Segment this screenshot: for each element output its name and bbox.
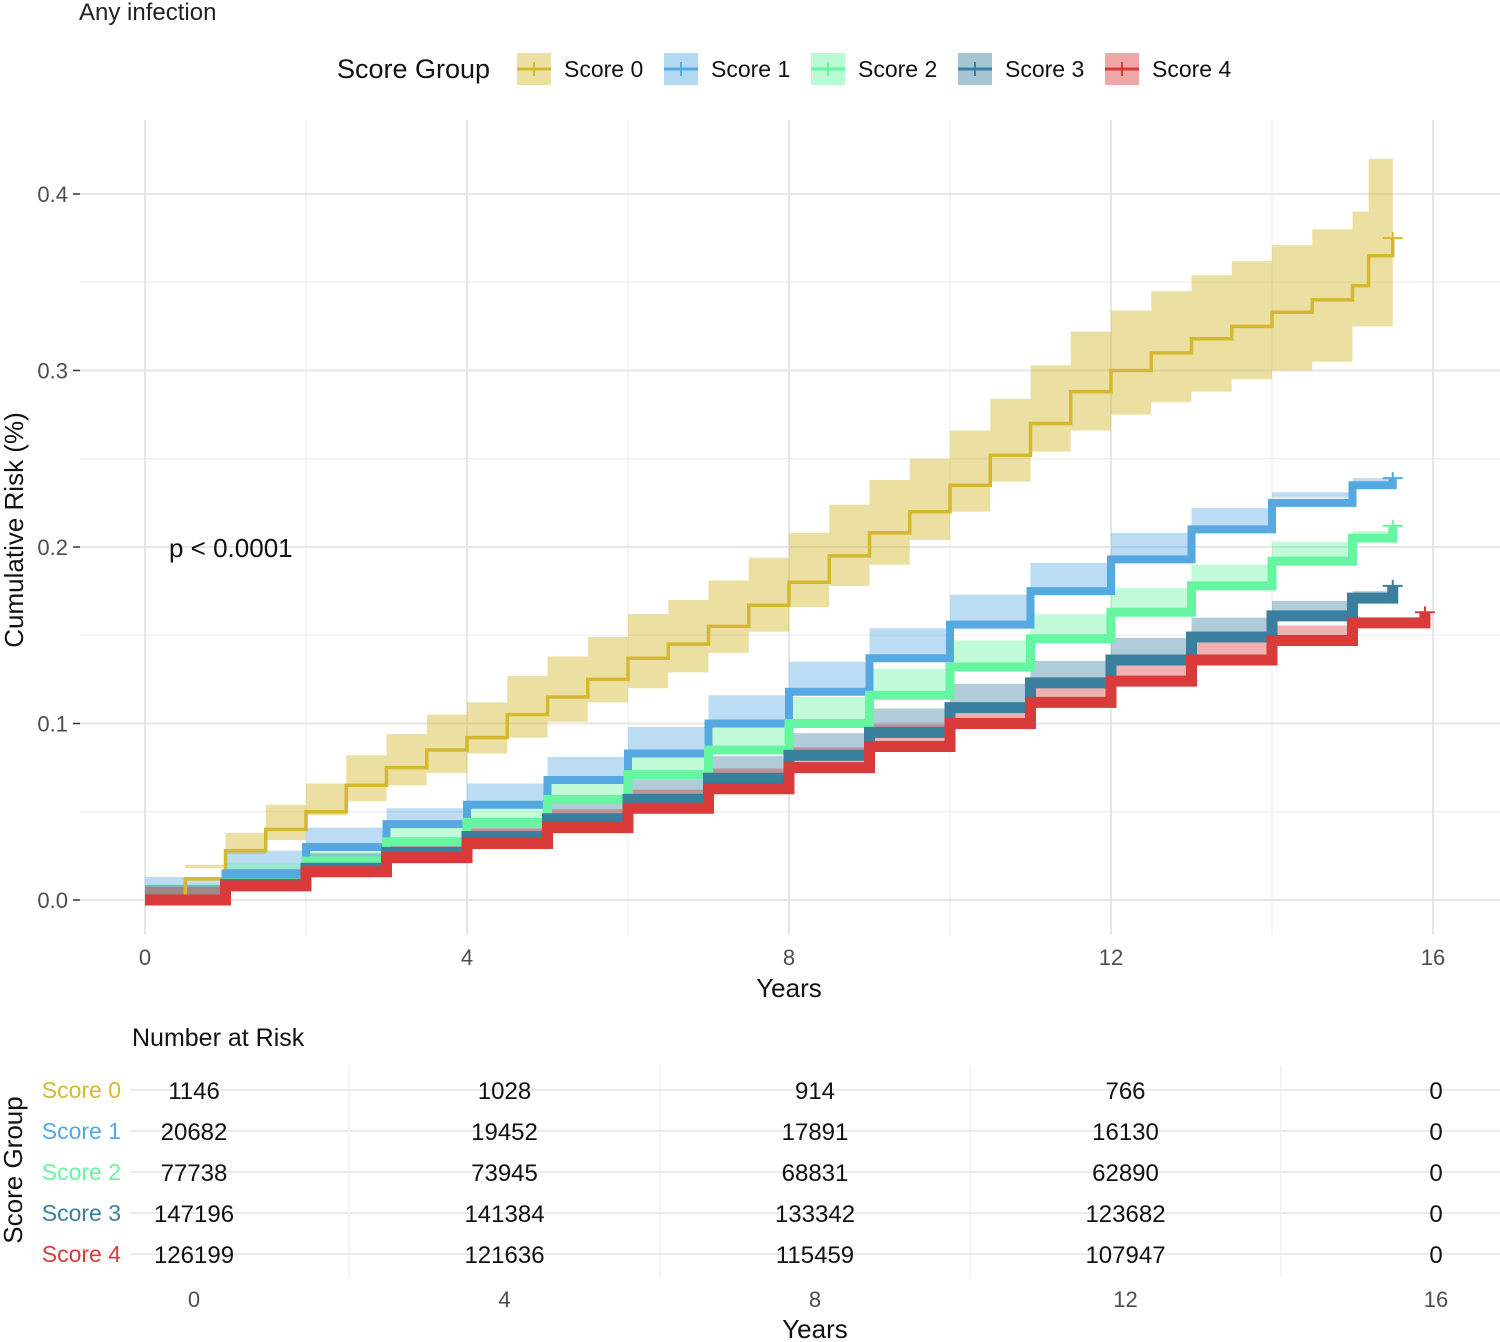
risk-cell: 123682 (1085, 1201, 1165, 1228)
risk-row-label: Score 3 (42, 1200, 121, 1226)
legend: Score Group Score 0 Score 1 Score 2 Score 3… (337, 53, 1231, 85)
risk-cell: 0 (1429, 1201, 1442, 1228)
ci-band-score-2 (145, 520, 1393, 900)
legend-item-score-1: Score 1 (664, 53, 790, 85)
risk-cell: 20682 (161, 1119, 228, 1146)
km-curve-score-0 (145, 238, 1395, 902)
legend-title: Score Group (337, 54, 490, 84)
risk-cell: 107947 (1085, 1242, 1165, 1269)
risk-row-label: Score 0 (42, 1077, 121, 1103)
legend-label: Score 2 (858, 56, 937, 82)
y-tick-label: 0.2 (37, 535, 68, 560)
risk-row-label: Score 4 (42, 1241, 121, 1267)
risk-row-label: Score 2 (42, 1159, 121, 1185)
y-axis-label: Cumulative Risk (%) (0, 412, 29, 648)
y-tick-label: 0.4 (37, 182, 68, 207)
legend-label: Score 1 (711, 56, 790, 82)
ci-band-score-0 (145, 158, 1393, 900)
ci-band-score-1 (145, 467, 1393, 900)
risk-table-panel: 0 4 8 12 16 Score 0 1146 1028 914 766 0 Score 1 2068… (42, 1065, 1500, 1312)
risk-cell: 17891 (782, 1119, 849, 1146)
risk-x-tick-label: 16 (1424, 1287, 1448, 1312)
x-tick-label: 16 (1421, 945, 1445, 970)
km-curve-score-4 (145, 612, 1431, 906)
risk-cell: 68831 (782, 1160, 849, 1187)
risk-cell: 121636 (464, 1242, 544, 1269)
risk-cell: 0 (1429, 1160, 1442, 1187)
risk-x-tick-label: 4 (498, 1287, 510, 1312)
legend-item-score-2: Score 2 (811, 53, 937, 85)
risk-table-y-label: Score Group (0, 1096, 28, 1243)
risk-cell: 62890 (1092, 1160, 1159, 1187)
legend-label: Score 0 (564, 56, 643, 82)
risk-cell: 19452 (471, 1119, 538, 1146)
x-axis-label: Years (756, 973, 822, 1003)
risk-cell: 16130 (1092, 1119, 1159, 1146)
x-tick-label: 0 (139, 945, 151, 970)
risk-cell: 133342 (775, 1201, 855, 1228)
legend-items: Score 0 Score 1 Score 2 Score 3 Score 4 (517, 53, 1231, 85)
risk-x-tick-label: 8 (809, 1287, 821, 1312)
x-tick-label: 8 (783, 945, 795, 970)
y-tick-label: 0.1 (37, 712, 68, 737)
legend-item-score-3: Score 3 (958, 53, 1084, 85)
risk-cell: 77738 (161, 1160, 228, 1187)
y-tick-label: 0.3 (37, 359, 68, 384)
risk-cell: 1028 (478, 1078, 531, 1105)
risk-cell: 0 (1429, 1119, 1442, 1146)
risk-cell: 73945 (471, 1160, 538, 1187)
risk-cell: 1146 (168, 1078, 220, 1105)
legend-item-score-0: Score 0 (517, 53, 643, 85)
ci-band-score-4 (145, 603, 1425, 900)
plot-title: Any infection (79, 0, 216, 26)
risk-cell: 147196 (154, 1201, 234, 1228)
legend-label: Score 4 (1152, 56, 1231, 82)
risk-x-tick-label: 0 (188, 1287, 200, 1312)
risk-cell: 0 (1429, 1242, 1442, 1269)
risk-cell: 115459 (776, 1242, 854, 1269)
risk-cell: 126199 (154, 1242, 234, 1269)
risk-cell: 914 (795, 1078, 835, 1105)
risk-cell: 0 (1429, 1078, 1442, 1105)
risk-x-tick-label: 12 (1113, 1287, 1137, 1312)
risk-row-label: Score 1 (42, 1118, 121, 1144)
main-plot-panel: 0 4 8 12 16 0.0 0.1 0.2 0.3 0.4 (37, 120, 1500, 970)
p-value-annotation: p < 0.0001 (169, 533, 293, 563)
risk-table-title: Number at Risk (132, 1024, 305, 1052)
x-tick-label: 4 (461, 945, 473, 970)
legend-label: Score 3 (1005, 56, 1084, 82)
x-tick-label: 12 (1099, 945, 1123, 970)
risk-cell: 141384 (464, 1201, 544, 1228)
risk-table-x-label: Years (782, 1314, 848, 1342)
risk-cell: 766 (1105, 1078, 1145, 1105)
y-tick-label: 0.0 (37, 888, 68, 913)
legend-item-score-4: Score 4 (1105, 53, 1231, 85)
